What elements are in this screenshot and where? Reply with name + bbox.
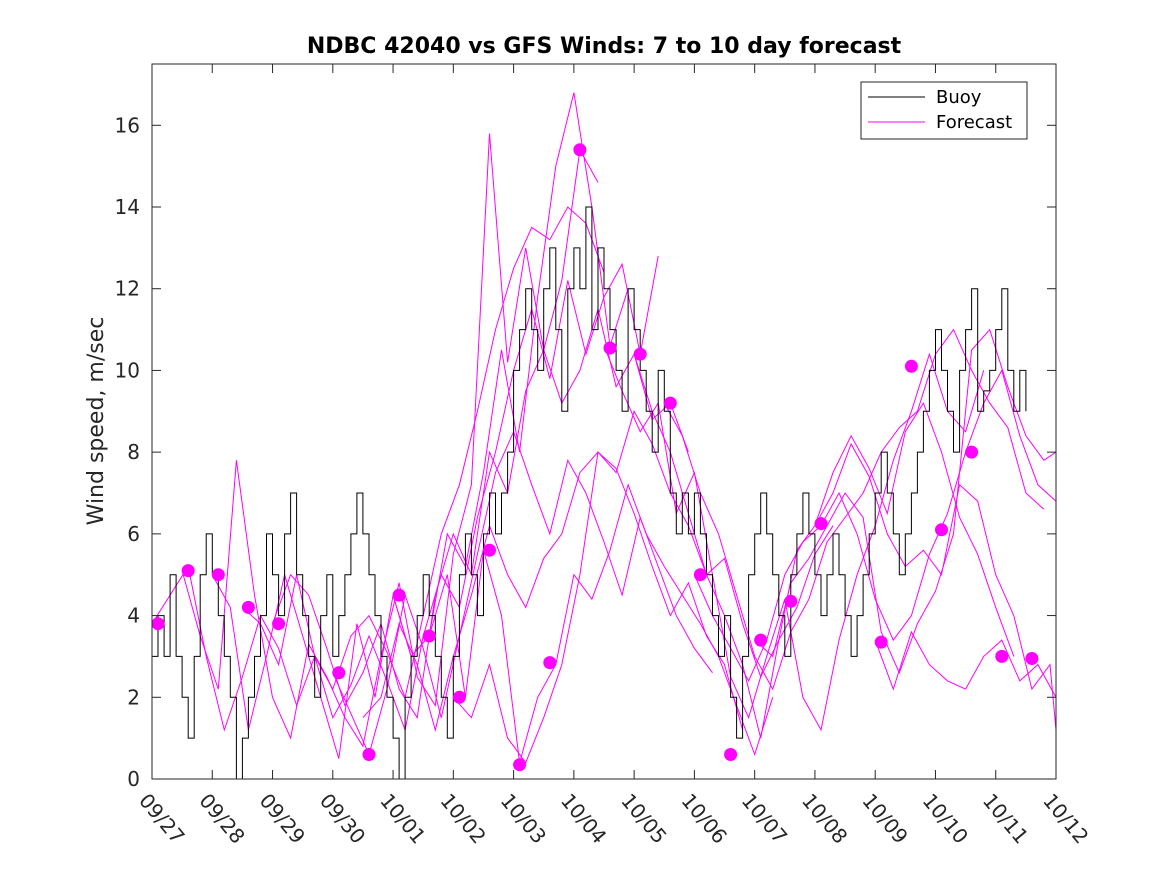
forecast-marker	[543, 656, 557, 670]
forecast-marker	[513, 758, 527, 772]
forecast-marker	[663, 396, 677, 410]
forecast-run-line	[603, 345, 985, 732]
y-tick-label: 0	[127, 767, 140, 791]
forecast-marker	[814, 517, 828, 531]
forecast-run-line	[242, 255, 659, 732]
forecast-run-line	[332, 430, 713, 756]
forecast-run-line	[392, 483, 774, 763]
forecast-marker	[995, 649, 1009, 663]
forecast-run-line	[874, 630, 1057, 698]
forecast-marker	[693, 568, 707, 582]
forecast-run-line	[181, 133, 599, 748]
y-tick-label: 2	[127, 685, 140, 709]
legend: Buoy Forecast	[860, 81, 1028, 140]
forecast-run-line	[272, 307, 689, 720]
buoy-line	[152, 206, 1027, 780]
forecast-marker	[603, 341, 617, 355]
forecast-run-line	[633, 353, 1015, 739]
forecast-run-line	[151, 206, 605, 732]
forecast-lines	[151, 92, 1057, 764]
forecast-marker	[573, 143, 587, 157]
forecast-run-line	[754, 328, 1057, 675]
legend-box	[860, 81, 1028, 140]
forecast-marker	[211, 568, 225, 582]
forecast-marker	[724, 748, 738, 761]
forecast-marker	[181, 564, 195, 578]
forecast-marker	[362, 748, 376, 761]
forecast-marker	[392, 588, 406, 602]
forecast-markers	[151, 143, 1039, 772]
legend-buoy-label: Buoy	[936, 87, 982, 108]
forecast-marker	[935, 523, 948, 537]
forecast-marker	[633, 347, 647, 361]
forecast-marker	[452, 690, 466, 704]
forecast-marker	[904, 359, 918, 373]
forecast-marker	[965, 445, 979, 459]
forecast-marker	[272, 617, 286, 631]
y-tick-label: 4	[127, 604, 140, 628]
forecast-marker	[483, 543, 496, 557]
forecast-marker	[1025, 652, 1039, 665]
forecast-marker	[754, 633, 768, 647]
y-tick-label: 10	[115, 358, 140, 382]
forecast-marker	[241, 600, 255, 614]
forecast-marker	[151, 617, 165, 631]
forecast-run-line	[814, 442, 1057, 731]
y-tick-label: 14	[115, 195, 140, 219]
forecast-marker	[874, 635, 888, 649]
y-tick-label: 16	[115, 113, 140, 137]
y-axis: 0 2 4 6 8 10 12 14 16	[115, 113, 1056, 791]
forecast-marker	[332, 666, 346, 680]
y-tick-label: 12	[115, 277, 140, 301]
plot-frame	[151, 63, 1057, 780]
forecast-run-line	[693, 369, 1057, 683]
forecast-run-line	[362, 451, 744, 732]
buoy-line-group	[152, 206, 1027, 780]
forecast-marker	[422, 629, 436, 643]
legend-forecast-label: Forecast	[936, 112, 1012, 133]
y-tick-label: 6	[127, 522, 140, 546]
y-tick-label: 8	[127, 440, 140, 464]
y-axis-label: Wind speed, m/sec	[84, 317, 109, 526]
chart-title: NDBC 42040 vs GFS Winds: 7 to 10 day for…	[307, 34, 902, 59]
plot-area	[152, 64, 1056, 779]
forecast-marker	[784, 594, 798, 608]
